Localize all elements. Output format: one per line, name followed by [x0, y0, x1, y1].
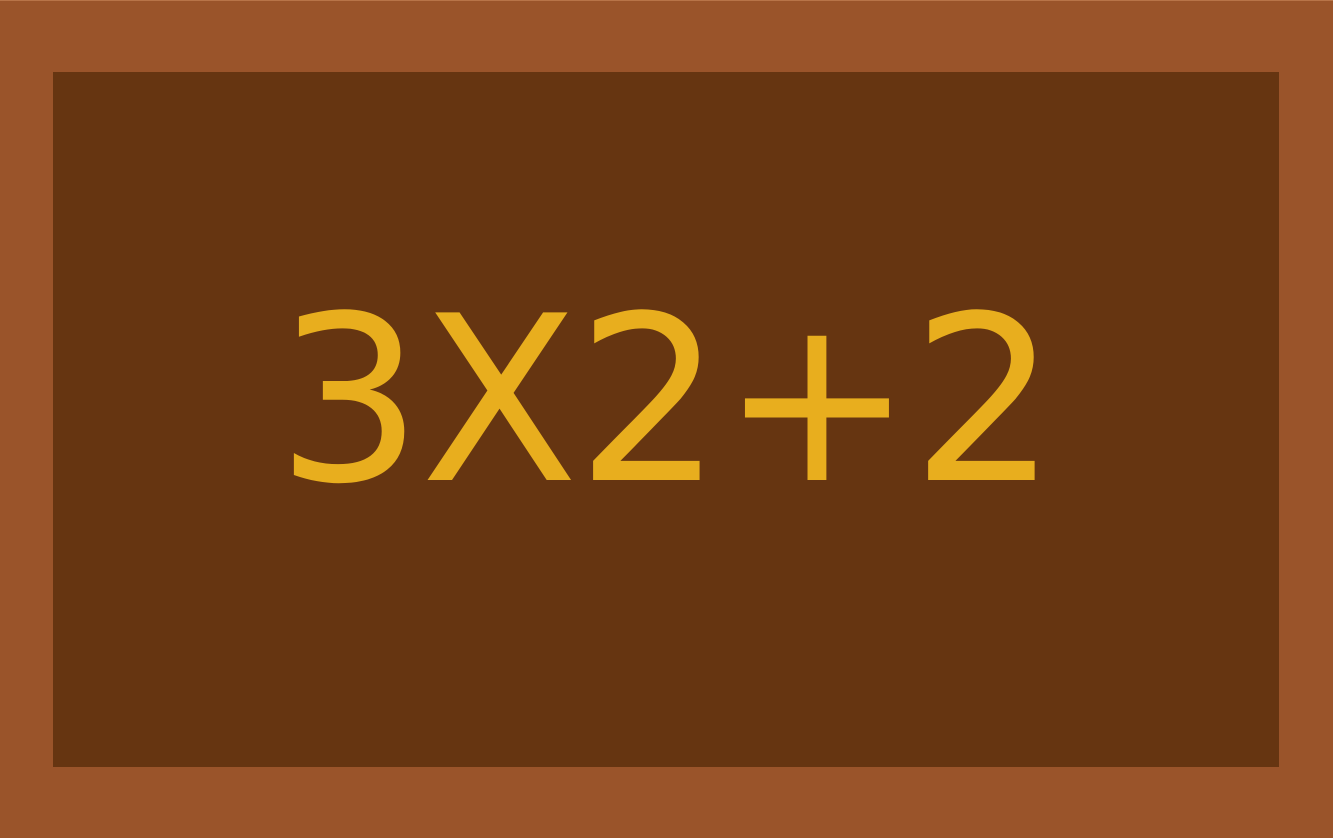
math-expression: 3X2+2	[276, 268, 1057, 535]
chalkboard: 3X2+2	[53, 72, 1279, 767]
